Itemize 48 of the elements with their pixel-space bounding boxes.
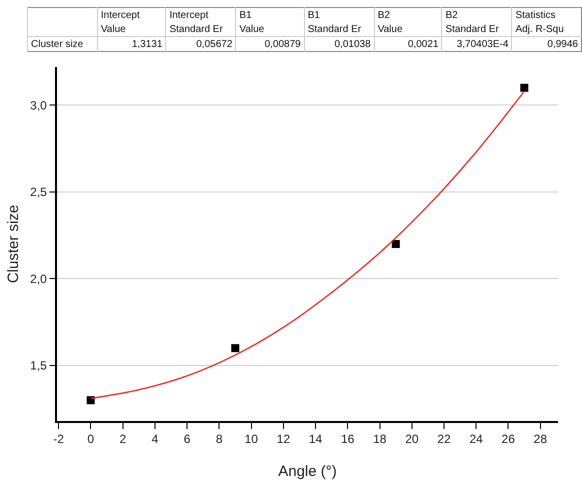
text: B1 — [304, 8, 374, 22]
text: Value — [374, 22, 442, 36]
x-tick-label: 26 — [502, 432, 516, 446]
x-tick-label: 4 — [152, 432, 159, 446]
point — [392, 240, 400, 248]
x-tick-label: 16 — [340, 432, 355, 446]
x-axis-title: Angle (°) — [278, 463, 337, 480]
text: Statistics — [512, 8, 582, 22]
text: B2 — [442, 8, 512, 22]
text: 0,9946 — [512, 36, 582, 52]
text: 0,01038 — [304, 36, 374, 52]
text: Value — [97, 22, 166, 36]
text: 0,00879 — [236, 36, 304, 52]
x-tick-label: 22 — [437, 432, 451, 446]
text: Standard Er — [442, 22, 512, 36]
text: B2 — [374, 8, 442, 22]
x-tick-label: 6 — [184, 432, 191, 446]
y-axis-title: Cluster size — [4, 204, 22, 284]
text: Intercept — [97, 8, 166, 22]
y-tick-label: 2,0 — [30, 272, 48, 286]
text: Intercept — [166, 8, 236, 22]
point — [520, 84, 528, 92]
x-tick-label: 24 — [469, 432, 484, 446]
x-tick-label: 2 — [119, 432, 126, 446]
x-tick-label: 18 — [373, 432, 387, 446]
text: Adj. R-Squ — [512, 22, 582, 36]
x-tick-label: 14 — [308, 432, 323, 446]
x-tick-label: -2 — [53, 432, 64, 446]
x-tick-label: 8 — [216, 432, 223, 446]
text: 0,05672 — [166, 36, 236, 52]
text: 0,0021 — [374, 36, 442, 52]
text: 3,70403E-4 — [442, 36, 512, 52]
x-tick-label: 28 — [534, 432, 548, 446]
y-tick-label: 3,0 — [30, 98, 48, 112]
x-tick-label: 0 — [87, 432, 94, 446]
text: 1,3131 — [97, 36, 166, 52]
text: B1 — [236, 8, 304, 22]
x-tick-label: 20 — [405, 432, 419, 446]
text: Value — [236, 22, 304, 36]
point — [86, 396, 95, 404]
y-tick-label: 1,5 — [30, 358, 48, 373]
text: Standard Er — [166, 22, 236, 36]
x-tick-label: 10 — [244, 432, 258, 446]
text: Cluster size — [28, 36, 98, 52]
point — [231, 344, 240, 352]
x-tick-label: 12 — [276, 432, 290, 446]
text: Standard Er — [304, 22, 374, 36]
y-tick-label: 2,5 — [30, 185, 48, 200]
